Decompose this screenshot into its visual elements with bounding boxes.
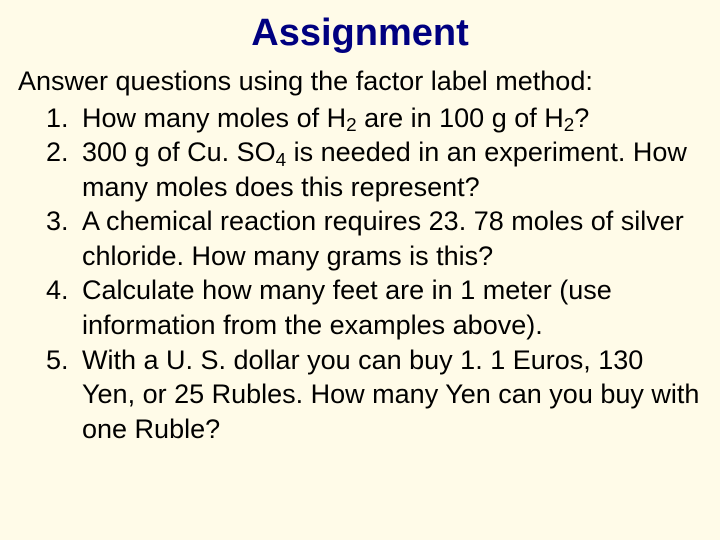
question-text: 300 g of Cu. SO4 is needed in an experim… bbox=[82, 137, 687, 202]
question-text: With a U. S. dollar you can buy 1. 1 Eur… bbox=[82, 345, 699, 444]
question-text: Calculate how many feet are in 1 meter (… bbox=[82, 275, 612, 340]
question-text: How many moles of H2 are in 100 g of H2? bbox=[82, 103, 589, 133]
intro-text: Answer questions using the factor label … bbox=[18, 65, 702, 99]
page-title: Assignment bbox=[18, 12, 702, 55]
question-list: How many moles of H2 are in 100 g of H2?… bbox=[18, 101, 702, 446]
list-item: A chemical reaction requires 23. 78 mole… bbox=[76, 204, 702, 273]
list-item: 300 g of Cu. SO4 is needed in an experim… bbox=[76, 135, 702, 204]
list-item: Calculate how many feet are in 1 meter (… bbox=[76, 273, 702, 342]
list-item: With a U. S. dollar you can buy 1. 1 Eur… bbox=[76, 343, 702, 447]
list-item: How many moles of H2 are in 100 g of H2? bbox=[76, 101, 702, 136]
question-text: A chemical reaction requires 23. 78 mole… bbox=[82, 206, 684, 271]
slide: Assignment Answer questions using the fa… bbox=[0, 0, 720, 540]
